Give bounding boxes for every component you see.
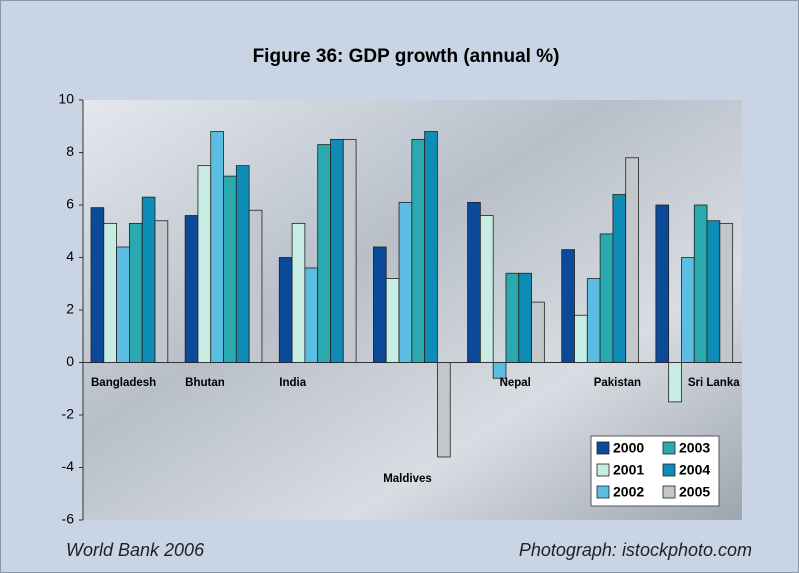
bar: [561, 249, 575, 363]
y-tick-label: -6: [62, 511, 75, 527]
bar: [612, 194, 627, 363]
bar: [210, 131, 224, 363]
legend-swatch: [596, 441, 610, 455]
bar: [719, 222, 734, 363]
legend-label: 2003: [679, 440, 710, 456]
legend-swatch: [596, 463, 610, 477]
bar: [184, 215, 199, 363]
bar: [154, 220, 169, 363]
bar: [693, 204, 708, 363]
bar: [625, 157, 639, 363]
bar: [248, 209, 263, 363]
y-tick-label: -2: [62, 406, 75, 422]
bar: [373, 246, 387, 363]
bar: [599, 233, 614, 363]
legend-label: 2000: [613, 440, 644, 456]
bar: [574, 314, 588, 363]
x-tick-label: Nepal: [500, 377, 531, 389]
legend-swatch: [662, 463, 676, 477]
bar: [668, 362, 682, 403]
bar: [330, 138, 344, 363]
bar: [317, 144, 331, 363]
x-tick-label: Maldives: [383, 473, 432, 485]
bar: [479, 215, 494, 363]
bar: [385, 278, 400, 363]
bar: [505, 272, 520, 363]
bar: [342, 138, 357, 363]
bar: [586, 278, 601, 363]
bar: [90, 207, 105, 363]
y-tick-label: 6: [66, 196, 74, 212]
bar: [235, 165, 250, 363]
y-tick-label: 10: [58, 91, 74, 107]
bar: [424, 131, 438, 363]
footnote: Photograph: istockphoto.com: [519, 540, 752, 560]
legend-swatch: [662, 485, 676, 499]
bar: [437, 362, 451, 458]
bar: [197, 165, 212, 363]
bar: [681, 257, 695, 363]
bar: [492, 362, 507, 379]
legend-label: 2004: [679, 462, 710, 478]
legend-label: 2005: [679, 484, 710, 500]
bar: [411, 138, 426, 363]
bar: [128, 222, 143, 363]
x-tick-label: Sri Lanka: [688, 377, 740, 389]
x-tick-label: Bangladesh: [91, 377, 156, 389]
legend-label: 2002: [613, 484, 644, 500]
y-tick-label: 8: [66, 143, 74, 159]
bar: [223, 175, 237, 363]
x-tick-label: Pakistan: [594, 377, 641, 389]
legend-swatch: [596, 485, 610, 499]
bar: [655, 204, 670, 363]
legend-box: [590, 435, 720, 507]
y-tick-label: 2: [66, 301, 74, 317]
bar: [278, 257, 293, 363]
bar: [706, 220, 721, 363]
legend-swatch: [662, 441, 676, 455]
bar: [291, 222, 306, 363]
y-tick-label: 4: [66, 248, 74, 264]
y-tick-label: 0: [66, 353, 74, 369]
legend-label: 2001: [613, 462, 644, 478]
footnote: World Bank 2006: [66, 540, 205, 560]
bar: [518, 272, 532, 363]
bar: [398, 201, 413, 363]
x-tick-label: India: [279, 377, 306, 389]
chart-title: Figure 36: GDP growth (annual %): [253, 46, 560, 67]
x-tick-label: Bhutan: [185, 377, 225, 389]
bar: [103, 222, 118, 363]
y-tick-label: -4: [62, 458, 75, 474]
bar: [467, 201, 481, 363]
bar: [304, 267, 319, 363]
bar: [141, 196, 156, 363]
bar: [531, 301, 545, 363]
bar: [116, 246, 130, 363]
